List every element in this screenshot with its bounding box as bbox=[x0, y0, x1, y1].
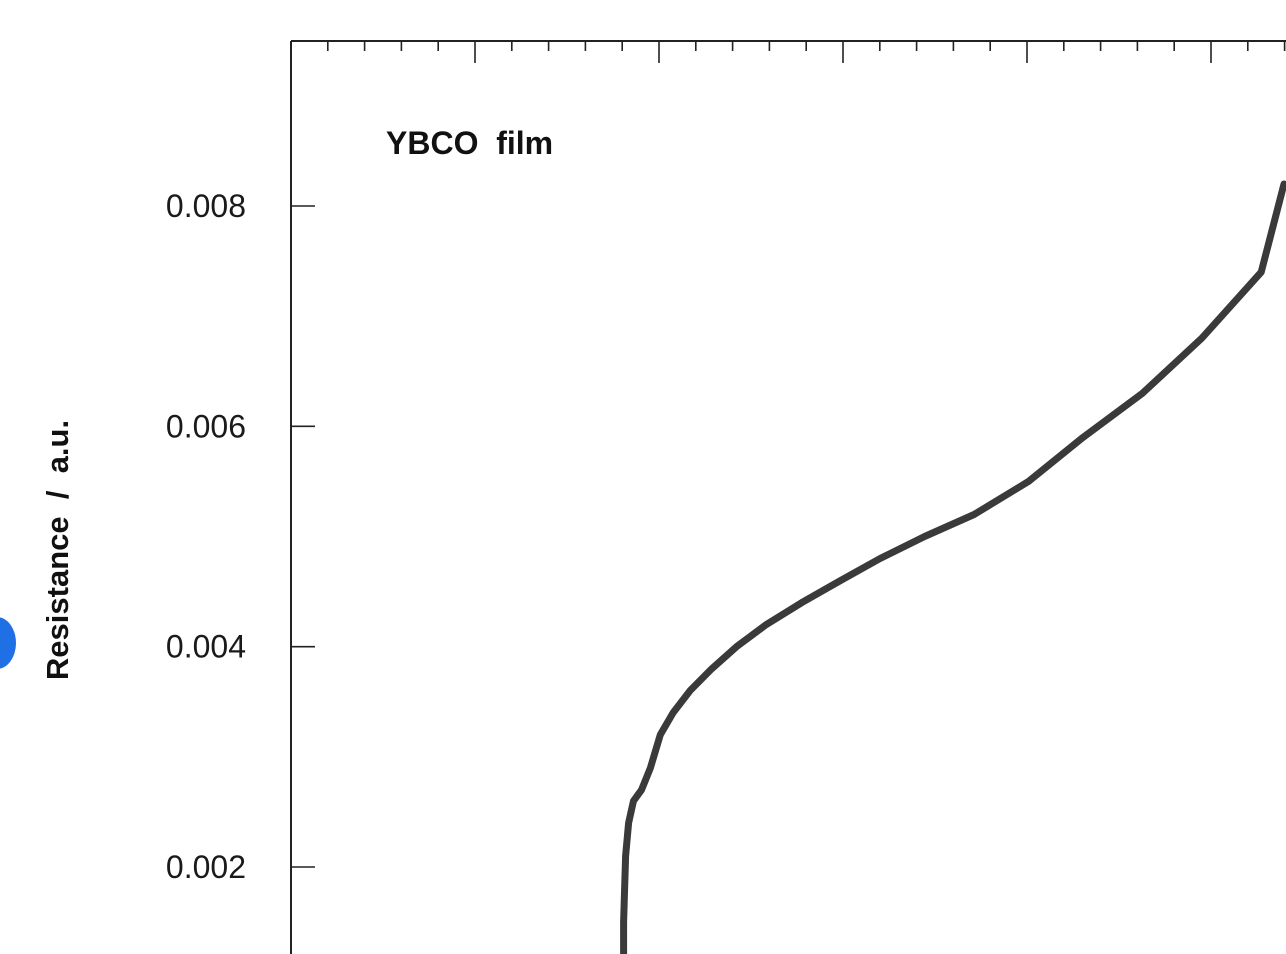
resistance-curve bbox=[620, 180, 1286, 954]
y-tick-label: 0.004 bbox=[166, 629, 246, 665]
y-axis-label: Resistance / a.u. bbox=[40, 420, 75, 680]
y-tick-label: 0.006 bbox=[166, 408, 246, 444]
y-axis-ticks: 0.002 0.004 0.006 0.008 bbox=[166, 188, 315, 885]
series-group bbox=[620, 180, 1286, 954]
selection-marker[interactable] bbox=[0, 617, 16, 669]
plot-frame bbox=[290, 40, 1286, 954]
chart-annotation: YBCO film bbox=[386, 125, 553, 161]
x-axis-ticks bbox=[290, 41, 1286, 63]
y-tick-label: 0.008 bbox=[166, 188, 246, 224]
y-tick-label: 0.002 bbox=[166, 849, 246, 885]
